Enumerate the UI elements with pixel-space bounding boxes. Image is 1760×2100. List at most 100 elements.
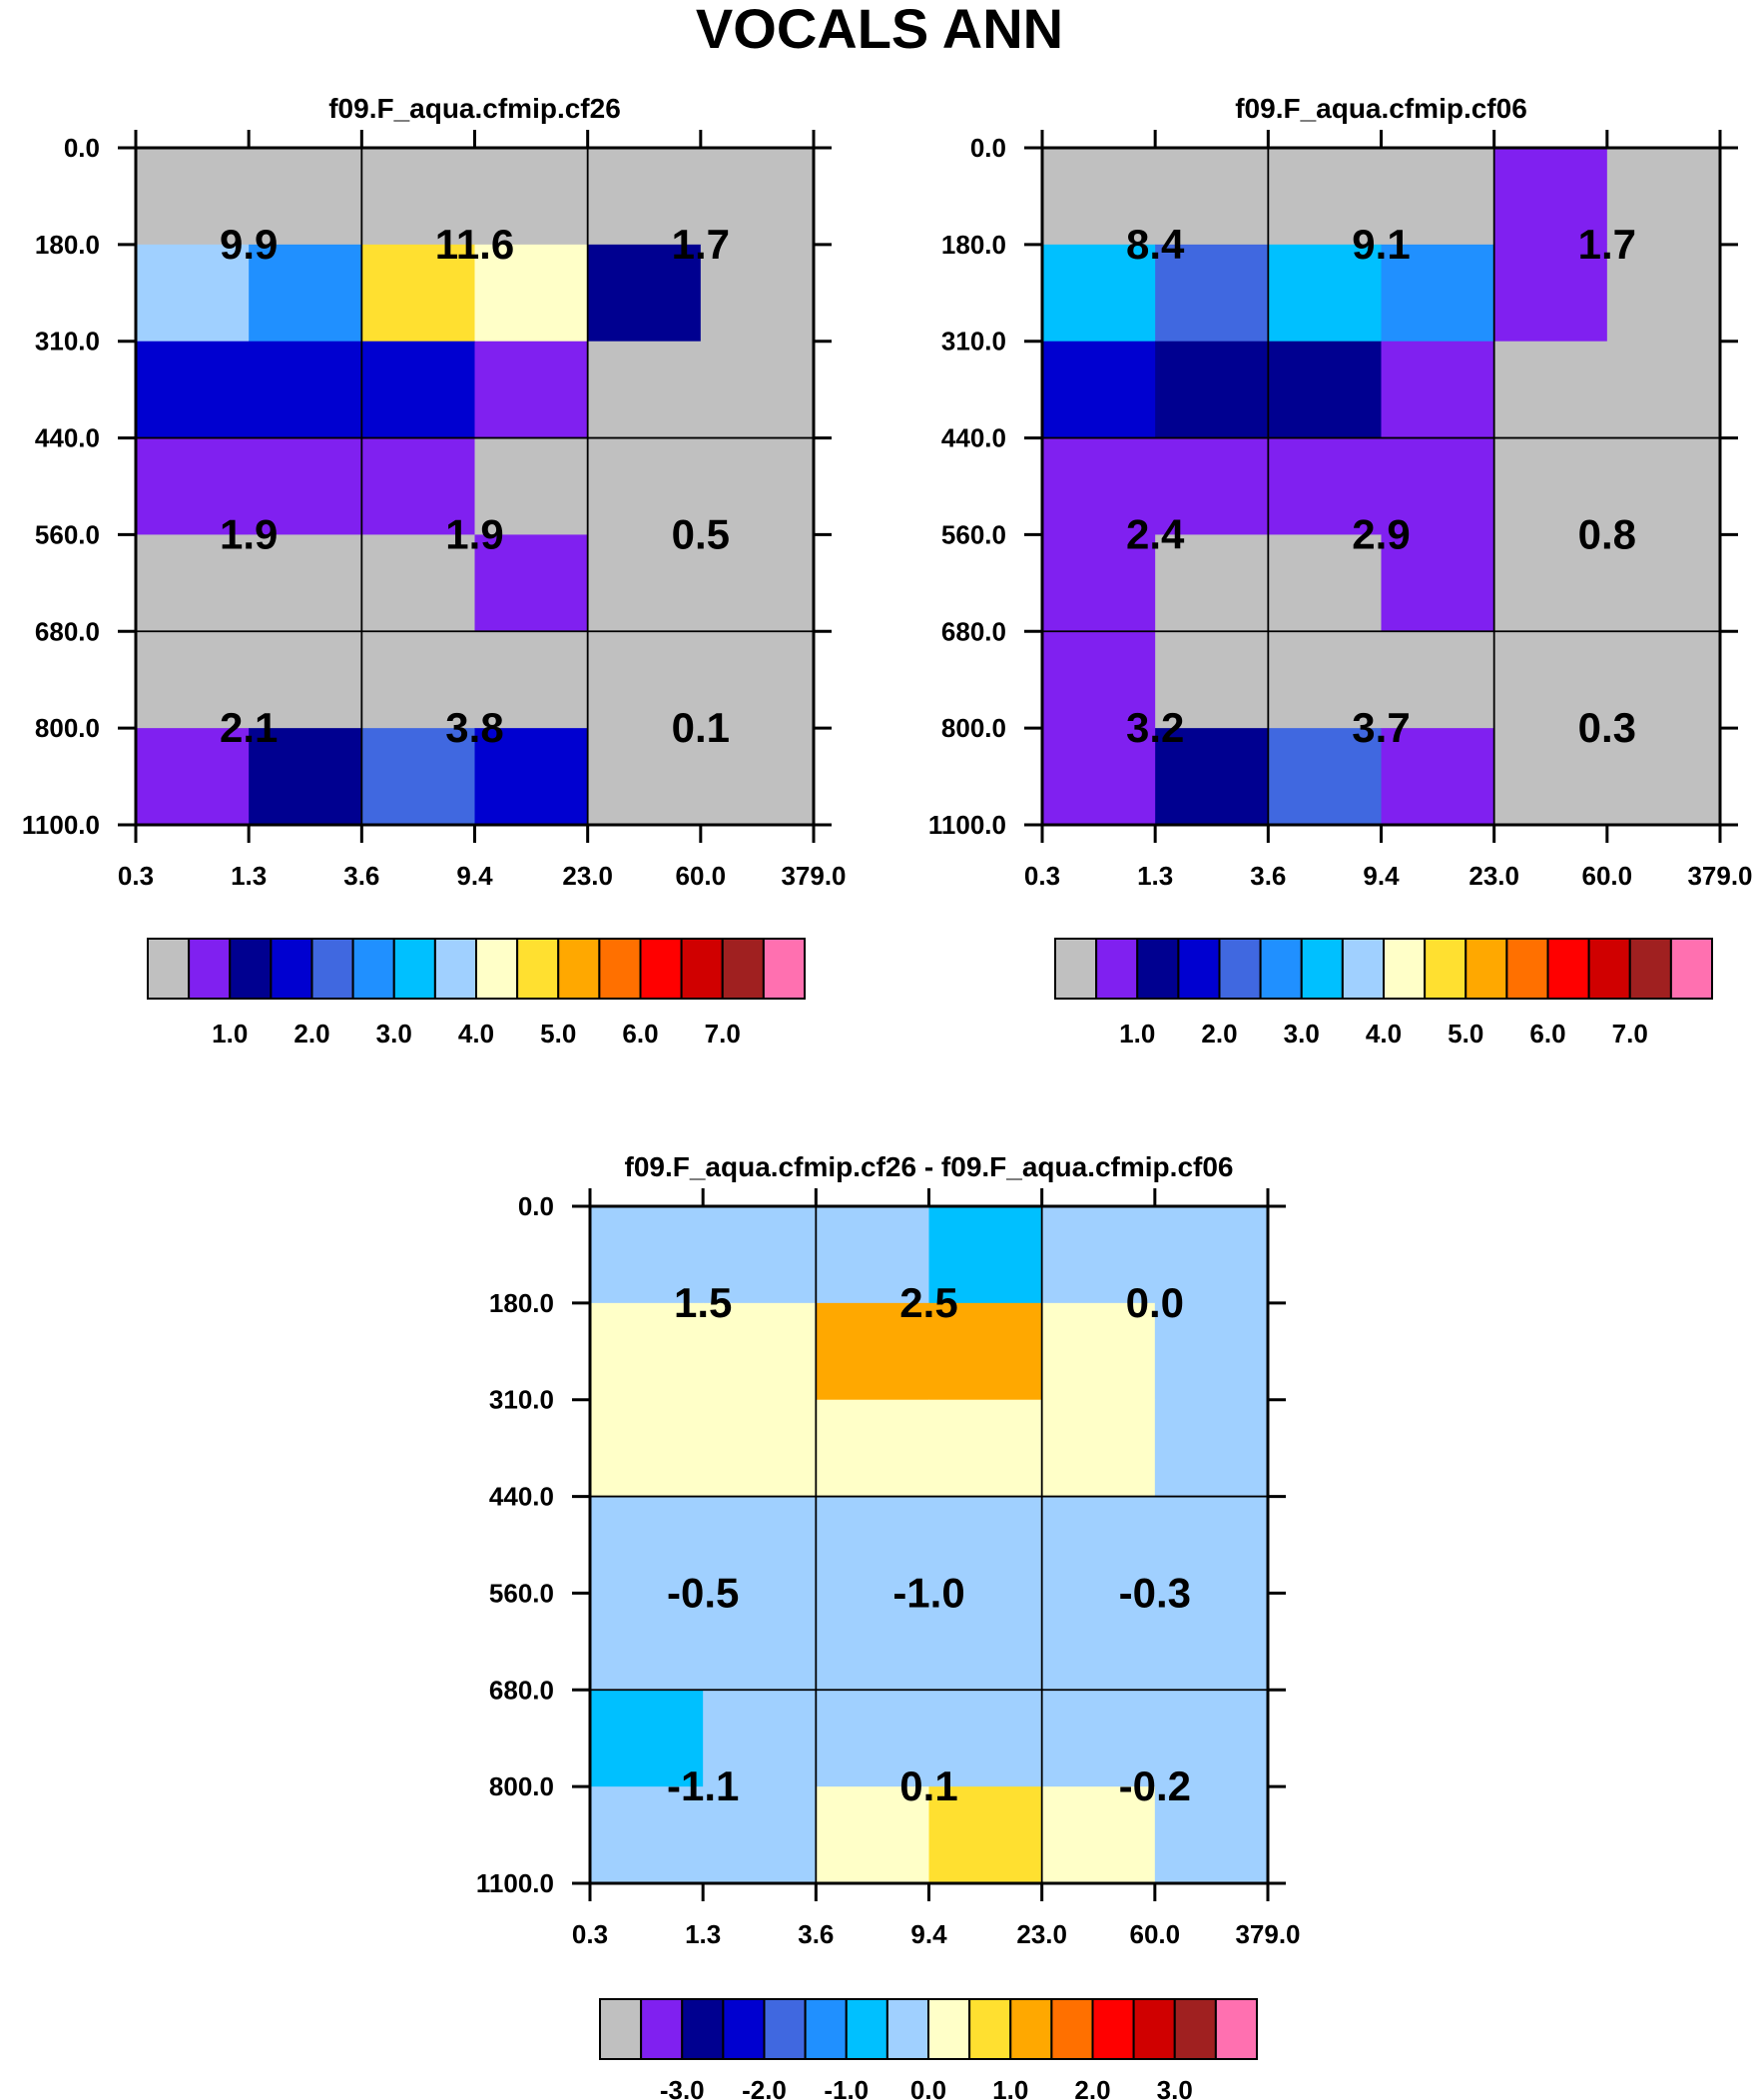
heatmap-cell [136,148,250,246]
colorbar-swatch [1218,938,1262,1000]
colorbar-swatch [1054,938,1098,1000]
panel-3: f09.F_aqua.cfmip.cf26 - f09.F_aqua.cfmip… [476,1151,1301,2100]
colorbar-swatch [1173,1998,1217,2060]
colorbar-label: 3.0 [1284,1019,1320,1049]
heatmap-cell [361,244,476,343]
y-tick-label: 310.0 [941,327,1006,356]
heatmap-cell [474,148,589,246]
cell-value-label: 2.9 [1352,510,1410,557]
colorbar-label: 5.0 [1448,1019,1483,1049]
heatmap-cell [587,728,702,826]
heatmap-cell [1041,1496,1156,1595]
cell-value-label: 0.8 [1578,510,1636,557]
heatmap-cell [1154,1496,1269,1595]
heatmap-cell [1381,341,1495,439]
y-tick-label: 560.0 [941,519,1006,549]
heatmap-cell [136,437,250,536]
colorbar-swatch [680,938,724,1000]
x-tick-label: 0.3 [572,1919,608,1949]
colorbar-swatch [1669,938,1713,1000]
panel-title: f09.F_aqua.cfmip.cf06 [1235,93,1527,124]
y-tick-label: 680.0 [35,616,100,646]
colorbar-label: 1.0 [212,1019,248,1049]
colorbar-label: 3.0 [1157,2075,1193,2100]
heatmap-cell [1606,631,1721,729]
heatmap-cell [590,1496,704,1595]
heatmap-cell [1606,437,1721,536]
heatmap-cell [1381,728,1495,826]
heatmap-cell [1041,1786,1156,1884]
x-tick-label: 3.6 [343,861,379,891]
colorbar-label: 2.0 [1074,2075,1110,2100]
colorbar-swatch [845,1998,888,2060]
heatmap-cell [474,631,589,729]
colorbar-swatch [1095,938,1139,1000]
x-tick-label: 3.6 [798,1919,834,1949]
heatmap-cell [1041,1206,1156,1304]
cell-value-label: 3.8 [445,704,503,751]
heatmap-cell [928,1399,1043,1498]
y-tick-label: 440.0 [489,1482,554,1512]
colorbar-swatch [1546,938,1590,1000]
heatmap-cell [1042,341,1156,439]
y-tick-label: 800.0 [489,1771,554,1801]
heatmap-cell [249,728,362,826]
cell-value-label: 3.2 [1126,704,1184,751]
panel-2: f09.F_aqua.cfmip.cf06 0.3 1.3 3.6 9.4 23.0 60.… [928,93,1753,1049]
colorbar-swatch [1259,938,1303,1000]
heatmap-cell [1155,437,1269,536]
heatmap-cell [1493,534,1608,632]
colorbar-swatch [392,938,436,1000]
colorbar-label: 2.0 [1201,1019,1237,1049]
cell-value-label: 2.4 [1126,510,1185,557]
colorbar-swatch [639,938,683,1000]
cell-value-label: 1.9 [220,510,278,557]
cell-value-label: 1.7 [1578,221,1636,268]
heatmap-cell [1155,244,1269,343]
colorbar-swatch [1587,938,1631,1000]
x-tick-label: 0.3 [1024,861,1060,891]
heatmap-cell [1606,341,1721,439]
x-tick-label: 0.3 [118,861,154,891]
panel-title: f09.F_aqua.cfmip.cf26 [328,93,621,124]
y-tick-label: 1100.0 [476,1868,554,1898]
heatmap-cell [361,728,476,826]
heatmap-cell [1606,148,1721,246]
y-tick-label: 180.0 [35,230,100,260]
heatmap-cell [136,534,250,632]
heatmap-cell [1606,728,1721,826]
heatmap-cell [1041,1302,1156,1401]
heatmap-cell [361,341,476,439]
heatmap-cell [590,1206,704,1304]
x-tick-label: 9.4 [1363,861,1400,891]
colorbar-swatch [598,938,642,1000]
heatmap-cell [587,534,702,632]
heatmap-cell [928,1206,1043,1304]
heatmap-cell [703,1206,817,1304]
x-tick-label: 3.6 [1250,861,1286,891]
heatmap-cell [703,1690,817,1787]
colorbar-swatch [516,938,560,1000]
colorbar-swatch [1628,938,1672,1000]
cell-value-label: 11.6 [435,221,514,268]
y-tick-label: 1100.0 [928,810,1006,840]
colorbar-swatch [927,1998,971,2060]
heatmap-cell [587,244,702,343]
figure-title: VOCALS ANN [696,0,1063,60]
heatmap-cell [928,1786,1043,1884]
y-tick-label: 560.0 [489,1578,554,1608]
heatmap-cell [249,631,362,729]
colorbar-label: 1.0 [1119,1019,1155,1049]
heatmap-cell [700,534,815,632]
heatmap-cell [700,148,815,246]
heatmap-cell [1042,534,1156,632]
colorbar-label: 6.0 [1529,1019,1565,1049]
y-tick-label: 180.0 [941,230,1006,260]
panels: f09.F_aqua.cfmip.cf26 0.3 1.3 3.6 9.4 23.0 60.… [22,93,1753,2100]
x-tick-label: 1.3 [231,861,267,891]
heatmap-cell [1268,244,1383,343]
heatmap-cell [1381,148,1495,246]
heatmap-cell [928,1593,1043,1691]
cell-value-label: 3.7 [1352,704,1410,751]
colorbar-swatch [1424,938,1467,1000]
